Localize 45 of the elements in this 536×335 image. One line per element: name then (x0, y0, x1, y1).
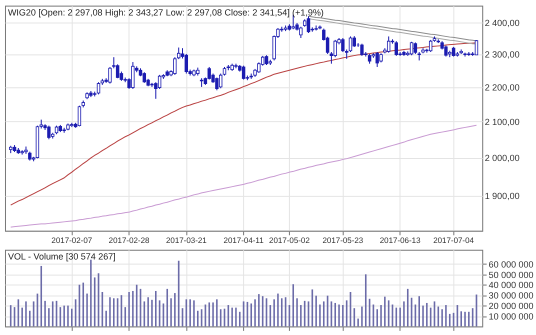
candlestick (394, 40, 398, 56)
candlestick (452, 46, 456, 58)
candlestick (376, 52, 379, 68)
y-tick-label: 50 000 000 (488, 270, 534, 280)
candlestick (47, 125, 51, 140)
candlestick (215, 77, 219, 91)
x-tick-label: 2017-02-07 (51, 236, 93, 246)
y-tick-label: 60 000 000 (488, 259, 534, 270)
candlestick (242, 65, 246, 80)
candlestick (386, 36, 390, 54)
y-tick-label: 20 000 000 (488, 301, 534, 312)
y-tick-label: 1 900,00 (484, 191, 520, 202)
y-tick-label: 10 000 000 (488, 311, 534, 322)
candlestick (348, 36, 352, 53)
candlestick (428, 39, 432, 53)
chart-title: WIG20 [Open: 2 297,08 High: 2 343,27 Low: 2 297,08 Close: 2 341,54] (+1,9%) (8, 8, 324, 18)
x-tick-label: 2017-05-02 (269, 236, 310, 246)
y-tick-label: 40 000 000 (488, 280, 534, 290)
candlestick (444, 45, 448, 58)
candlestick (264, 54, 268, 66)
y-tick-label: 2 200,00 (484, 82, 520, 92)
x-tick-label: 2017-03-21 (166, 236, 208, 246)
y-tick-label: 2 300,00 (484, 49, 520, 60)
candlestick (474, 40, 478, 56)
x-tick-label: 2017-04-11 (224, 236, 264, 246)
line-series (10, 42, 477, 206)
x-tick-label: 2017-05-23 (322, 236, 364, 246)
x-tick-label: 2017-02-28 (108, 236, 150, 246)
x-tick-label: 2017-06-13 (380, 236, 422, 246)
line-series (10, 124, 477, 228)
y-tick-label: 2 400,00 (484, 18, 520, 28)
candlestick (410, 41, 414, 56)
x-tick-label: 2017-07-04 (433, 236, 475, 246)
y-tick-label: 30 000 000 (488, 290, 534, 301)
candlestick (352, 36, 356, 48)
candlestick (379, 52, 383, 63)
chart-title: VOL - Volume [30 574 267] (8, 252, 116, 262)
candlestick (142, 72, 146, 84)
y-tick-label: 2 100,00 (484, 116, 520, 127)
candlestick (360, 43, 364, 56)
candlestick (368, 53, 372, 64)
y-tick-label: 2 000,00 (484, 153, 520, 164)
candlestick (131, 62, 135, 90)
candlestick (96, 82, 100, 95)
candlestick (299, 26, 303, 39)
